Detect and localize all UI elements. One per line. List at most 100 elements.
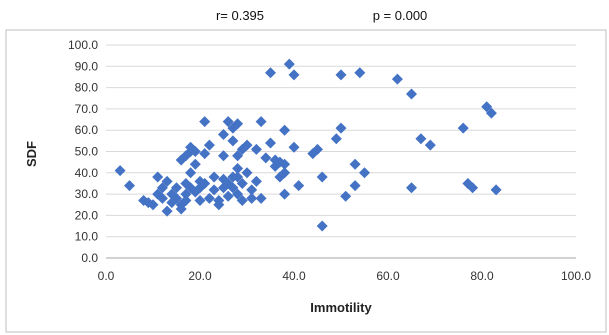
data-point <box>330 133 342 145</box>
data-point <box>279 188 291 200</box>
data-point <box>340 190 352 202</box>
data-point <box>406 88 417 100</box>
data-point <box>241 167 253 179</box>
data-point <box>180 194 192 206</box>
data-point <box>391 73 403 85</box>
data-point <box>490 184 502 196</box>
y-tick-label: 50.0 <box>75 145 99 159</box>
data-point <box>283 58 295 70</box>
data-point <box>279 158 291 170</box>
data-point <box>349 158 361 170</box>
data-point <box>232 163 244 175</box>
data-point <box>246 192 258 204</box>
x-tick-label: 80.0 <box>470 269 494 283</box>
y-tick-label: 60.0 <box>75 123 99 137</box>
data-point <box>124 180 135 192</box>
data-point <box>485 107 497 119</box>
data-point <box>250 175 262 187</box>
data-point <box>481 101 493 113</box>
data-point <box>218 128 229 140</box>
data-point <box>424 139 436 151</box>
data-point <box>335 122 347 134</box>
data-point <box>279 124 291 136</box>
data-point <box>246 184 258 196</box>
data-point <box>180 188 192 200</box>
data-point <box>236 177 248 189</box>
data-point <box>467 182 479 194</box>
x-axis-title: Immotility <box>310 300 372 315</box>
correlation-label: r= 0.395 <box>216 8 264 23</box>
y-tick-label: 30.0 <box>75 187 99 201</box>
y-tick-label: 0.0 <box>81 251 98 265</box>
data-point <box>156 182 168 194</box>
data-point <box>288 69 300 81</box>
data-point <box>241 139 253 151</box>
data-point <box>208 184 220 196</box>
data-point <box>316 220 328 232</box>
y-tick-label: 10.0 <box>75 230 99 244</box>
data-point <box>250 143 262 155</box>
data-point <box>236 194 248 206</box>
data-point <box>406 182 417 194</box>
x-tick-label: 60.0 <box>376 269 400 283</box>
data-point <box>218 150 229 162</box>
data-point <box>232 188 244 200</box>
data-point <box>349 180 361 192</box>
data-point <box>199 177 211 189</box>
data-point <box>171 182 182 194</box>
data-point <box>255 192 267 204</box>
x-tick-label: 0.0 <box>98 269 115 283</box>
p-value-label: p = 0.000 <box>373 8 428 23</box>
data-point <box>265 67 276 79</box>
data-point <box>114 165 126 177</box>
y-tick-label: 100.0 <box>68 38 98 52</box>
data-point <box>312 143 323 155</box>
data-point <box>189 146 201 157</box>
y-tick-labels: 0.0 10.0 20.0 30.0 40.0 50.0 60.0 70.0 80.0 90.0 1… <box>68 38 98 265</box>
data-point <box>293 180 305 192</box>
data-point <box>265 137 276 149</box>
y-tick-label: 20.0 <box>75 208 99 222</box>
data-point <box>316 171 328 183</box>
data-point <box>288 141 300 153</box>
data-point <box>232 118 244 130</box>
data-point <box>255 116 267 128</box>
data-point <box>185 167 197 179</box>
data-point <box>279 167 291 179</box>
data-point <box>203 192 215 204</box>
data-point <box>415 133 427 145</box>
data-point <box>227 182 239 194</box>
data-point <box>199 148 211 160</box>
data-point <box>189 158 201 170</box>
data-point <box>227 135 239 147</box>
y-tick-label: 40.0 <box>75 166 99 180</box>
x-tick-label: 40.0 <box>282 269 306 283</box>
data-point <box>359 167 370 179</box>
data-point <box>335 69 347 81</box>
x-tick-label: 20.0 <box>188 269 212 283</box>
data-point <box>213 199 225 211</box>
data-point <box>161 205 173 217</box>
y-axis-title: SDF <box>24 141 39 167</box>
data-point <box>354 67 366 79</box>
data-point <box>222 116 234 128</box>
data-point <box>156 192 168 204</box>
y-tick-label: 70.0 <box>75 102 99 116</box>
data-point <box>457 122 469 134</box>
data-point <box>208 171 220 183</box>
data-point <box>203 139 215 151</box>
data-point <box>199 116 211 128</box>
data-point <box>260 152 272 164</box>
y-tick-label: 90.0 <box>75 59 99 73</box>
x-tick-labels: 0.0 20.0 40.0 60.0 80.0 100.0 <box>98 269 592 283</box>
data-point <box>152 171 164 183</box>
chart-frame <box>5 29 607 333</box>
data-point <box>147 199 159 211</box>
data-point <box>227 122 239 134</box>
data-point <box>222 190 234 202</box>
data-point <box>171 192 182 204</box>
data-point <box>194 194 206 206</box>
data-point <box>232 150 244 162</box>
data-point <box>232 171 244 183</box>
